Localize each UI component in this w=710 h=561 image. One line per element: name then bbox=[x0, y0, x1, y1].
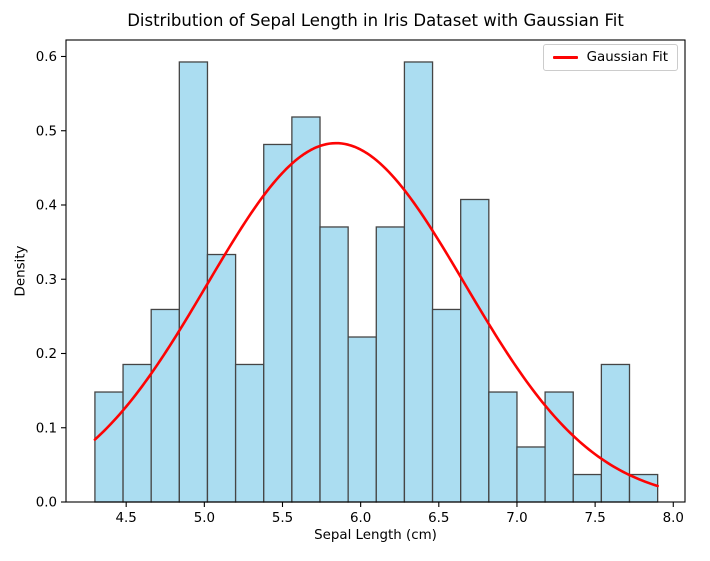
legend-label: Gaussian Fit bbox=[586, 50, 668, 65]
y-tick-label: 0.1 bbox=[36, 421, 57, 436]
x-tick-label: 7.0 bbox=[506, 511, 527, 526]
histogram-bar bbox=[263, 143, 293, 503]
y-tick-label: 0.5 bbox=[36, 124, 57, 139]
x-tick-label: 5.5 bbox=[272, 511, 293, 526]
histogram-bar bbox=[122, 363, 152, 503]
histogram-bar bbox=[291, 116, 321, 503]
axes-frame bbox=[65, 39, 686, 503]
histogram-bar bbox=[516, 446, 546, 503]
x-tick-label: 6.5 bbox=[428, 511, 449, 526]
chart-title: Distribution of Sepal Length in Iris Dat… bbox=[127, 11, 624, 30]
histogram-bar bbox=[150, 308, 180, 503]
x-tick-label: 6.0 bbox=[350, 511, 371, 526]
histogram-bar bbox=[319, 226, 349, 503]
legend: Gaussian Fit bbox=[543, 44, 678, 71]
x-tick-label: 4.5 bbox=[116, 511, 137, 526]
histogram-bar bbox=[600, 363, 631, 503]
legend-line-sample bbox=[553, 56, 578, 59]
gaussian-fit-curve bbox=[93, 141, 659, 488]
y-tick-label: 0.3 bbox=[36, 273, 57, 288]
x-tick-label: 8.0 bbox=[663, 511, 684, 526]
histogram-bar bbox=[431, 308, 462, 503]
histogram-bar bbox=[234, 363, 265, 503]
x-tick-label: 5.0 bbox=[194, 511, 215, 526]
y-tick-label: 0.2 bbox=[36, 347, 57, 362]
histogram-bar bbox=[375, 226, 406, 503]
y-tick-label: 0.6 bbox=[36, 50, 57, 65]
histogram-bar bbox=[628, 473, 659, 503]
histogram-bar bbox=[403, 61, 434, 503]
histogram-bar bbox=[488, 391, 518, 503]
histogram-bar bbox=[206, 253, 237, 503]
histogram-bar bbox=[178, 61, 209, 503]
histogram-bar bbox=[94, 391, 124, 503]
y-tick-label: 0.4 bbox=[36, 199, 57, 214]
y-axis-label: Density bbox=[13, 245, 29, 297]
y-tick-label: 0.0 bbox=[36, 496, 57, 511]
histogram-bar bbox=[460, 198, 490, 503]
histogram-bar bbox=[572, 473, 603, 503]
x-axis-label: Sepal Length (cm) bbox=[314, 528, 437, 543]
x-tick-label: 7.5 bbox=[584, 511, 605, 526]
histogram-bar bbox=[347, 336, 377, 503]
